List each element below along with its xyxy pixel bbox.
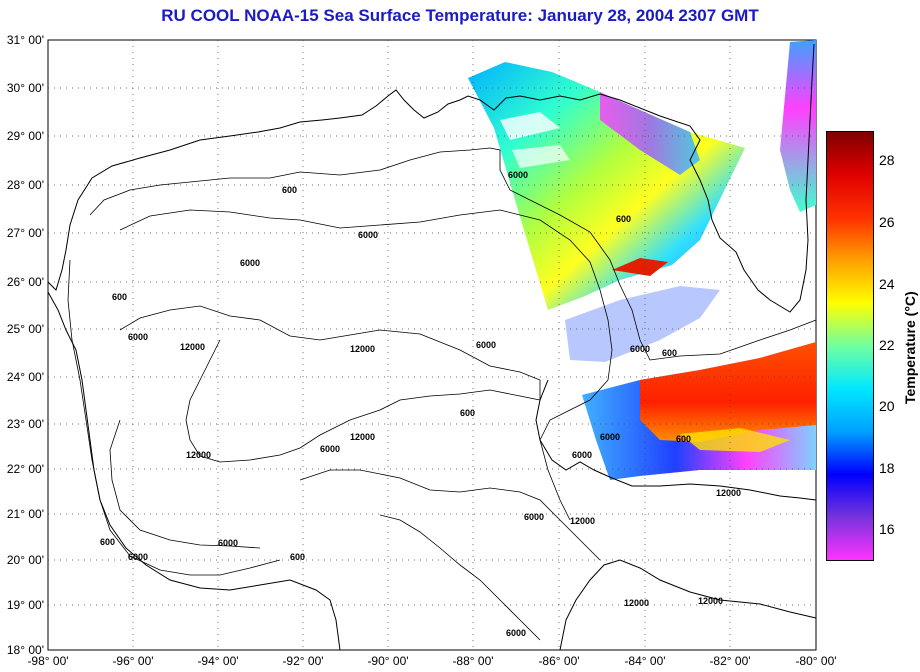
lat-label: 29° 00' <box>6 129 44 143</box>
contour-label: 12000 <box>186 450 211 460</box>
contour-label: 6000 <box>600 432 620 442</box>
contour-label: 6000 <box>476 340 496 350</box>
contour-label: 600 <box>662 348 677 358</box>
contour-label: 12000 <box>716 488 741 498</box>
lat-label: 30° 00' <box>6 81 44 95</box>
lat-label: 26° 00' <box>6 275 44 289</box>
lat-label: 21° 00' <box>6 507 44 521</box>
sst-swath-north <box>468 62 745 310</box>
lat-lon-grid <box>48 40 816 650</box>
colorbar <box>826 131 874 561</box>
lon-label: -92° 00' <box>282 654 324 668</box>
lon-label: -90° 00' <box>367 654 409 668</box>
lat-label: 31° 00' <box>6 33 44 47</box>
lon-label: -80° 00' <box>795 654 837 668</box>
contour-label: 6000 <box>572 450 592 460</box>
contour-label: 12000 <box>698 596 723 606</box>
contour-label: 6000 <box>128 552 148 562</box>
sst-swath-east <box>780 40 816 212</box>
lat-label: 25° 00' <box>6 322 44 336</box>
contour-label: 600 <box>676 434 691 444</box>
contour-label: 6000 <box>218 538 238 548</box>
colorbar-tick-label: 24 <box>879 276 895 292</box>
colorbar-tick-label: 18 <box>879 460 895 476</box>
contour-label: 600 <box>460 408 475 418</box>
lon-label: -96° 00' <box>112 654 154 668</box>
lat-label: 27° 00' <box>6 226 44 240</box>
colorbar-tick-label: 22 <box>879 337 895 353</box>
contour-label: 600 <box>112 292 127 302</box>
contour-label: 6000 <box>508 170 528 180</box>
contour-label: 600 <box>290 552 305 562</box>
lat-label: 19° 00' <box>6 598 44 612</box>
lat-label: 18° 00' <box>6 643 44 657</box>
contour-label: 12000 <box>350 432 375 442</box>
coastline <box>47 43 817 651</box>
contour-label: 600 <box>282 185 297 195</box>
lon-label: -86° 00' <box>538 654 580 668</box>
contour-label: 6000 <box>524 512 544 522</box>
lon-label: -98° 00' <box>27 654 69 668</box>
contour-label: 6000 <box>630 344 650 354</box>
contour-label: 600 <box>100 537 115 547</box>
contour-label: 6000 <box>320 444 340 454</box>
contour-label: 12000 <box>180 342 205 352</box>
lon-label: -84° 00' <box>624 654 666 668</box>
colorbar-tick-label: 16 <box>879 521 895 537</box>
lat-label: 28° 00' <box>6 178 44 192</box>
colorbar-label: Temperature (°C) <box>902 291 918 404</box>
map-title: RU COOL NOAA-15 Sea Surface Temperature:… <box>161 6 759 25</box>
contour-label: 600 <box>616 214 631 224</box>
contour-label: 6000 <box>506 628 526 638</box>
lat-label: 20° 00' <box>6 553 44 567</box>
lon-label: -82° 00' <box>709 654 751 668</box>
colorbar-tick-label: 20 <box>879 398 895 414</box>
contour-labels: 600 6000 6000 6000 600 6000 12000 12000 … <box>100 170 741 638</box>
contour-label: 6000 <box>358 230 378 240</box>
lat-label: 24° 00' <box>6 370 44 384</box>
contour-label: 6000 <box>240 258 260 268</box>
lon-label: -88° 00' <box>452 654 494 668</box>
contour-label: 6000 <box>128 332 148 342</box>
lat-label: 22° 00' <box>6 462 44 476</box>
colorbar-tick-label: 28 <box>879 152 895 168</box>
contour-label: 12000 <box>570 516 595 526</box>
colorbar-tick-label: 26 <box>879 214 895 230</box>
contour-label: 12000 <box>624 598 649 608</box>
lat-label: 23° 00' <box>6 417 44 431</box>
sst-swath-south <box>565 286 816 480</box>
contour-label: 12000 <box>350 344 375 354</box>
lon-label: -94° 00' <box>197 654 239 668</box>
map-frame <box>47 39 817 651</box>
bathymetry-contours <box>67 147 817 641</box>
